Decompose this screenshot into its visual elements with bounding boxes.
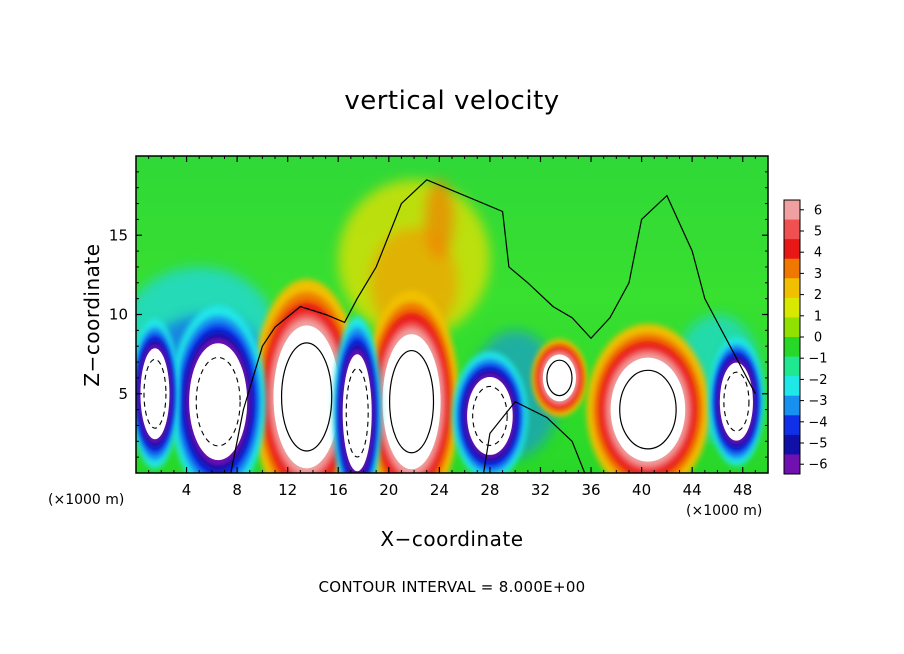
downdraft-cell [170,305,266,473]
updraft-cell [363,290,460,473]
downdraft-contour [472,385,508,446]
colorbar-tick-label: 0 [814,331,822,346]
downdraft-contour [195,356,241,447]
downdraft-ring [719,362,753,441]
colorbar-tick-label: −4 [808,415,827,430]
updraft-contour [546,359,573,397]
x-tick-label: 16 [329,481,348,499]
colorbar-tick-label: −1 [808,352,827,367]
colorbar-tick-label: 6 [814,203,822,218]
updraft-contour [619,369,677,450]
colorbar-tick-label: −3 [808,394,827,409]
colorbar-segment [784,356,800,377]
zero-contour [483,400,586,473]
downdraft-ring [140,348,170,440]
x-tick-label: 48 [733,481,752,499]
colorbar-segment [784,239,800,260]
colorbar-segment [784,258,800,279]
x-axis-label: X−coordinate [380,527,524,551]
downdraft-ring [189,343,248,461]
y-tick-label: 5 [118,385,128,403]
updraft-ring [542,354,577,402]
colorbar-tick-label: 4 [814,246,822,261]
chart-title: vertical velocity [344,86,560,116]
updraft-cell [586,324,710,473]
colorbar-segment [784,219,800,240]
x-tick-label: 4 [182,481,192,499]
x-scale-label-right: (×1000 m) [686,503,763,519]
x-tick-label: 24 [430,481,449,499]
x-tick-label: 28 [480,481,499,499]
contour-lines [143,179,756,473]
downdraft-contour [143,358,167,429]
colorbar-tick-label: −2 [808,373,827,388]
downdraft-contour [345,367,369,458]
turbulence-plume [424,179,455,260]
colorbar-segment [784,297,800,318]
updraft-contour [280,342,333,452]
x-tick-label: 44 [683,481,702,499]
colorbar-segment [784,434,800,455]
downdraft-cell [452,351,528,473]
updraft-cell [252,279,362,473]
zero-contour [230,179,756,473]
colorbar-segment [784,376,800,397]
colorbar-segment [784,395,800,416]
x-tick-label: 32 [531,481,550,499]
x-tick-label: 36 [581,481,600,499]
updraft-ring [610,357,686,462]
velocity-field [136,179,764,473]
x-tick-label: 12 [278,481,297,499]
colorbar-segment [784,278,800,299]
x-tick-label: 40 [632,481,651,499]
updraft-cell [532,339,587,417]
colorbar: 6 5 4 3 2 1 0 −1 −2 −3 −4 −5 −6 [783,199,828,475]
colorbar-tick-label: 3 [814,267,822,282]
updraft-contour [389,349,435,454]
x-scale-label-left: (×1000 m) [48,492,125,508]
downdraft-cell [709,337,764,466]
colorbar-tick-label: 1 [814,309,822,324]
downdraft-ring [467,376,513,455]
y-tick-label: 10 [109,306,128,324]
colorbar-tick-label: 5 [814,224,822,239]
contour-interval-note: CONTOUR INTERVAL = 8.000E+00 [318,578,586,596]
colorbar-segment [784,454,800,475]
x-tick-label: 20 [379,481,398,499]
colorbar-tick-label: −6 [808,458,827,473]
colorbar-segment [784,415,800,436]
colorbar-segment [784,317,800,338]
colorbar-tick-label: 2 [814,288,822,303]
colorbar-segment [784,337,800,358]
colorbar-segment [784,200,800,221]
downdraft-ring [342,354,372,472]
downdraft-cell [333,316,382,473]
downdraft-contour [723,371,750,432]
y-tick-label: 15 [109,226,128,244]
y-axis-label: Z−coordinate [80,243,104,387]
updraft-ring [382,334,441,470]
x-tick-label: 8 [232,481,242,499]
updraft-ring [273,325,340,469]
colorbar-tick-label: −5 [808,437,827,452]
